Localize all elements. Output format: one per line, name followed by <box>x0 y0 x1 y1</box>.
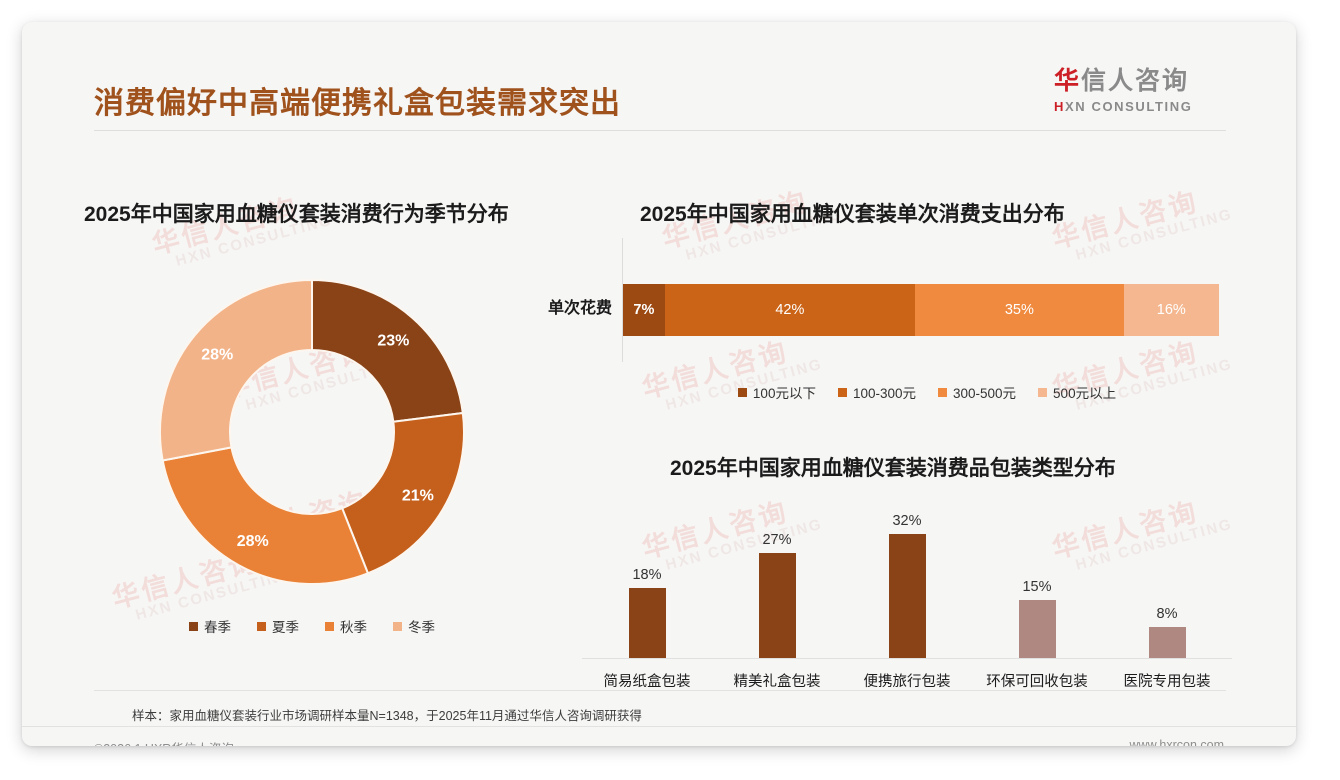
legend-label: 冬季 <box>408 620 435 635</box>
donut-slice-label: 23% <box>377 333 409 350</box>
package-chart-title: 2025年中国家用血糖仪套装消费品包装类型分布 <box>670 457 1116 480</box>
stacked-bar-segment[interactable]: 7% <box>623 284 665 336</box>
stacked-bar-axis <box>622 238 623 362</box>
column-slot: 18% <box>582 500 712 658</box>
donut-slice[interactable] <box>159 278 313 462</box>
legend-swatch-icon <box>257 621 266 631</box>
stacked-bar-legend: 100元以下 100-300元 300-500元 500元以上 <box>622 382 1232 402</box>
legend-item[interactable]: 300-500元 <box>938 382 1016 402</box>
column-slot: 15% <box>972 500 1102 658</box>
legend-swatch-icon <box>837 387 847 397</box>
legend-label: 秋季 <box>340 620 367 635</box>
legend-item[interactable]: 冬季 <box>393 616 435 636</box>
donut-svg: 23% 21% 28% 28% <box>159 278 465 585</box>
column-category-label: 医院专用包装 <box>1123 674 1211 690</box>
column-value-label: 18% <box>632 567 662 583</box>
logo-chinese: 华信人咨询 <box>1054 67 1224 96</box>
donut-legend: 春季 夏季 秋季 冬季 <box>152 616 472 636</box>
legend-item[interactable]: 夏季 <box>257 616 299 636</box>
legend-item[interactable]: 春季 <box>189 616 231 636</box>
donut-slice-label: 28% <box>201 347 233 364</box>
legend-swatch-icon <box>1038 387 1048 397</box>
package-column-chart: 18% 27% 32% 15% 8% 简易纸盒包装 精美礼盒包装 便携旅行包装 环保可回收包装… <box>582 500 1232 700</box>
legend-label: 100-300元 <box>852 386 916 401</box>
footer-divider <box>22 726 1296 727</box>
stacked-bar-segment[interactable]: 16% <box>1123 284 1219 336</box>
legend-swatch-icon <box>325 621 334 631</box>
legend-item[interactable]: 100-300元 <box>837 382 916 402</box>
legend-label: 夏季 <box>272 620 299 635</box>
stacked-bar-category-label: 单次花费 <box>547 300 612 317</box>
legend-item[interactable]: 100元以下 <box>737 382 816 402</box>
column-bar[interactable] <box>758 553 796 658</box>
stacked-bar-segment[interactable]: 35% <box>915 284 1124 336</box>
column-bar[interactable] <box>1148 626 1186 658</box>
donut-slice[interactable] <box>340 411 465 575</box>
donut-slice-label: 21% <box>402 488 434 505</box>
legend-label: 春季 <box>204 620 231 635</box>
logo-english: HXN CONSULTING <box>1054 99 1224 114</box>
column-bar[interactable] <box>628 588 666 658</box>
column-category-label: 简易纸盒包装 <box>603 674 691 690</box>
logo-en-rest: XN CONSULTING <box>1065 98 1193 114</box>
legend-label: 300-500元 <box>953 386 1017 401</box>
column-slot: 32% <box>842 500 972 658</box>
legend-item[interactable]: 秋季 <box>325 616 367 636</box>
seasonal-donut-chart: 23% 21% 28% 28% <box>152 272 472 592</box>
column-category-label: 环保可回收包装 <box>986 674 1088 690</box>
slide-header: 消费偏好中高端便携礼盒包装需求突出 华信人咨询 HXN CONSULTING <box>22 22 1296 131</box>
page-title: 消费偏好中高端便携礼盒包装需求突出 <box>94 87 621 120</box>
sample-footnote: 样本：家用血糖仪套装行业市场调研样本量N=1348，于2025年11月通过华信人… <box>132 709 642 723</box>
column-value-label: 8% <box>1156 605 1178 622</box>
footnote-divider <box>94 690 1226 691</box>
legend-label: 100元以下 <box>752 386 816 401</box>
donut-slice-label: 28% <box>237 533 269 550</box>
donut-slice[interactable] <box>311 278 464 423</box>
legend-swatch-icon <box>737 387 747 397</box>
legend-label: 500元以上 <box>1053 386 1117 401</box>
footer-copyright: ©2026.1 HXR华信人咨询 <box>94 738 234 746</box>
column-slot: 8% <box>1102 500 1232 658</box>
logo-cn-rest: 信人咨询 <box>1081 67 1190 95</box>
column-category-label: 便携旅行包装 <box>863 674 951 690</box>
column-value-label: 27% <box>762 532 792 548</box>
legend-swatch-icon <box>189 621 198 631</box>
stacked-bar: 7% 42% 35% 16% <box>623 284 1219 336</box>
legend-swatch-icon <box>938 387 947 397</box>
slide-card: 华信人咨询 HXN CONSULTING 华信人咨询 HXN CONSULTIN… <box>22 22 1296 746</box>
column-slot: 27% <box>712 500 842 658</box>
logo-en-accent: H <box>1054 98 1065 114</box>
column-value-label: 32% <box>892 512 922 529</box>
donut-slice[interactable] <box>161 446 370 585</box>
footer-website: www.hxrcon.com <box>1129 738 1224 746</box>
legend-swatch-icon <box>393 621 402 631</box>
logo-cn-accent: 华 <box>1054 67 1082 95</box>
donut-chart-title: 2025年中国家用血糖仪套装消费行为季节分布 <box>84 203 509 226</box>
column-category-labels: 简易纸盒包装 精美礼盒包装 便携旅行包装 环保可回收包装 医院专用包装 <box>582 670 1232 691</box>
spend-stacked-bar-chart: 7% 42% 35% 16% <box>622 238 1232 362</box>
column-category-label: 精美礼盒包装 <box>733 674 821 690</box>
column-baseline <box>582 658 1232 659</box>
spend-chart-title: 2025年中国家用血糖仪套装单次消费支出分布 <box>640 203 1065 226</box>
company-logo: 华信人咨询 HXN CONSULTING <box>1054 67 1224 114</box>
column-bar[interactable] <box>1018 599 1056 658</box>
column-plot-area: 18% 27% 32% 15% 8% <box>582 500 1232 658</box>
column-value-label: 15% <box>1022 578 1052 595</box>
legend-item[interactable]: 500元以上 <box>1038 382 1116 402</box>
column-bar[interactable] <box>888 533 926 658</box>
stacked-bar-segment[interactable]: 42% <box>664 284 916 336</box>
header-divider <box>94 130 1226 131</box>
